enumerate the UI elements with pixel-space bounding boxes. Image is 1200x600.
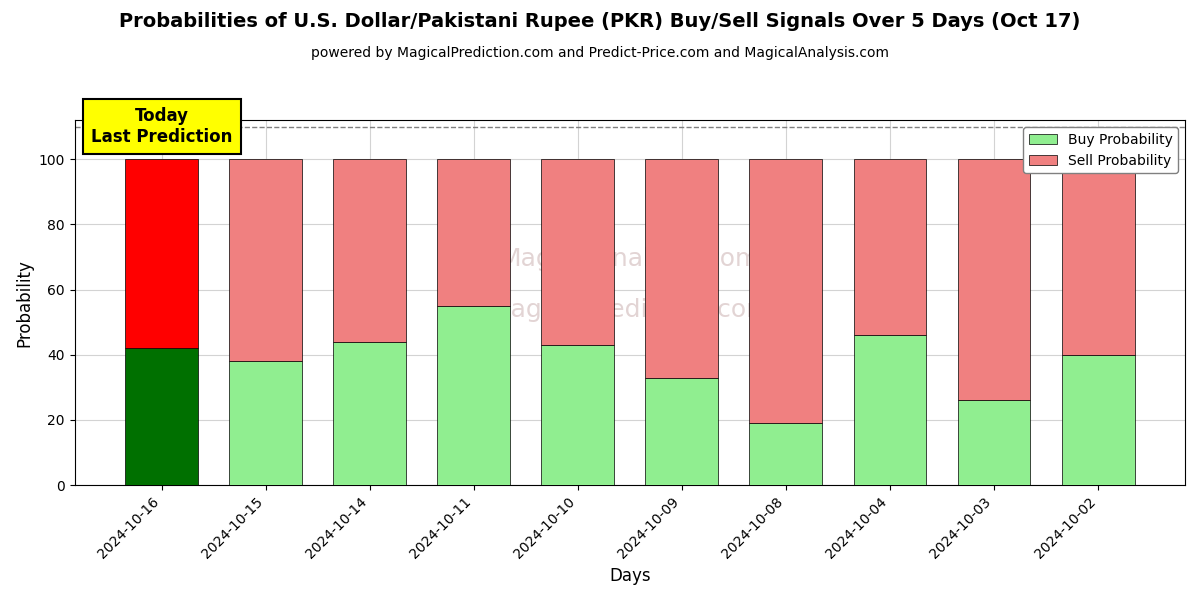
Text: Probabilities of U.S. Dollar/Pakistani Rupee (PKR) Buy/Sell Signals Over 5 Days : Probabilities of U.S. Dollar/Pakistani R…	[119, 12, 1081, 31]
Bar	[646, 159, 719, 377]
Legend: Buy Probability, Sell Probability: Buy Probability, Sell Probability	[1024, 127, 1178, 173]
Bar	[125, 348, 198, 485]
Bar	[334, 342, 406, 485]
Bar	[958, 159, 1031, 400]
Bar	[853, 159, 926, 335]
Bar	[853, 335, 926, 485]
Text: Today
Last Prediction: Today Last Prediction	[91, 107, 233, 146]
Bar	[1062, 355, 1134, 485]
Bar	[229, 361, 302, 485]
Bar	[437, 159, 510, 306]
Text: MagicalPrediction.com: MagicalPrediction.com	[490, 298, 770, 322]
Text: powered by MagicalPrediction.com and Predict-Price.com and MagicalAnalysis.com: powered by MagicalPrediction.com and Pre…	[311, 46, 889, 60]
Bar	[541, 159, 614, 345]
Bar	[125, 159, 198, 348]
Bar	[541, 345, 614, 485]
X-axis label: Days: Days	[610, 567, 650, 585]
Bar	[750, 159, 822, 423]
Bar	[958, 400, 1031, 485]
Text: MagicalAnalysis.com: MagicalAnalysis.com	[499, 247, 760, 271]
Bar	[334, 159, 406, 342]
Y-axis label: Probability: Probability	[16, 259, 34, 347]
Bar	[1062, 159, 1134, 355]
Bar	[750, 423, 822, 485]
Bar	[229, 159, 302, 361]
Bar	[437, 306, 510, 485]
Bar	[646, 377, 719, 485]
